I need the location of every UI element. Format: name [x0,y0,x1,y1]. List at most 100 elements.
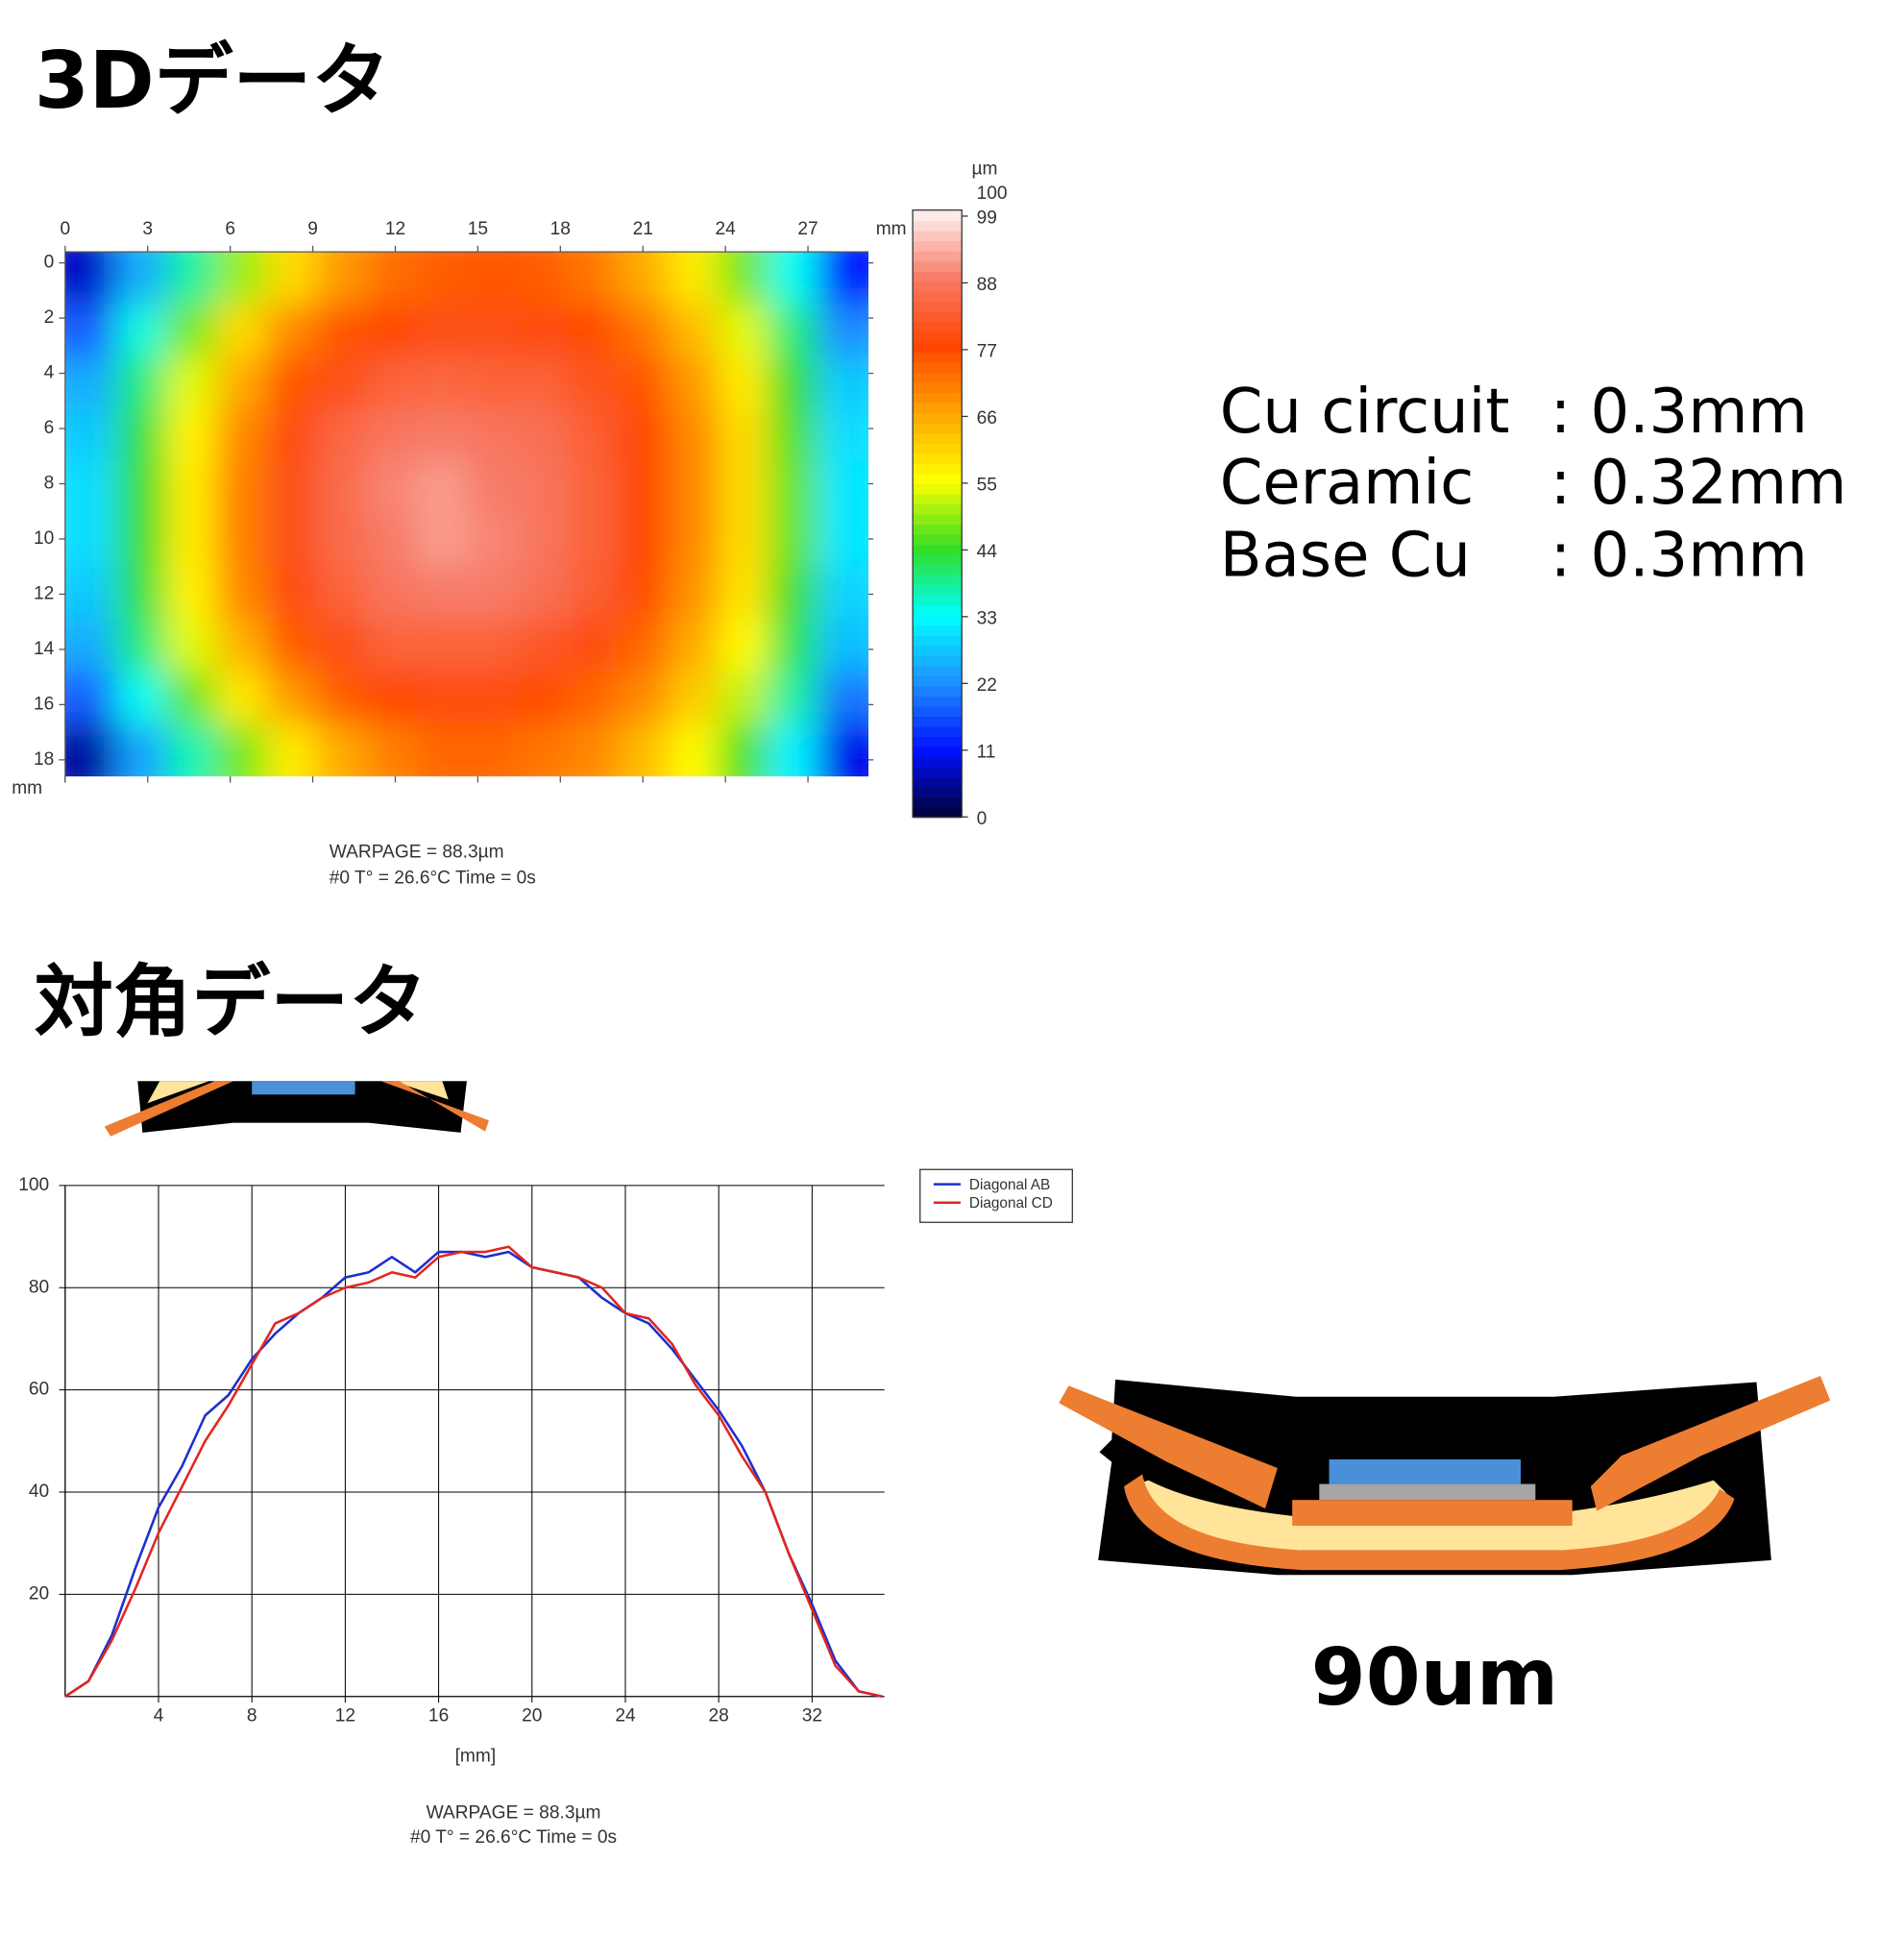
heat-cell [667,252,720,306]
heat-cell [617,566,670,621]
colorbar-step [913,594,963,606]
heat-cell [818,619,869,674]
heat-cell [416,514,469,568]
heat-cell [215,514,268,568]
heat-cell [617,723,670,777]
colorbar-step [913,665,963,676]
series-line [64,1250,883,1699]
heat-cell [215,408,268,463]
heat-cell [466,723,519,777]
heat-cell [64,356,117,411]
heat-cell [366,408,418,463]
heat-cell [768,461,820,516]
colorbar-step [913,695,963,707]
heat-cell [667,619,720,674]
colorbar-label: 11 [977,742,996,762]
heat-cell [165,723,217,777]
heat-cell [265,356,318,411]
heat-cell [215,461,268,516]
colorbar-step [913,544,963,555]
colorbar-step [913,331,963,343]
y-tick-label: 0 [44,253,55,273]
heat-cell [265,566,318,621]
legend-label: Diagonal AB [969,1177,1050,1193]
x-tick-label: 0 [61,219,71,239]
heat-cell [617,252,670,306]
note: #0 T° = 26.6°C Time = 0s [410,1827,617,1848]
x-tick-label: 28 [709,1705,729,1726]
heat-cell [265,408,318,463]
y-tick-label: 20 [29,1583,49,1604]
heat-cell [165,514,217,568]
heat-cell [667,671,720,725]
heat-cell [215,356,268,411]
heat-cell [466,461,519,516]
colorbar-max: 100 [977,184,1008,204]
y-tick-label: 100 [18,1175,49,1195]
colorbar-step [913,482,963,495]
heat-cell [416,304,469,358]
heat-cell [517,514,569,568]
heat-cell [416,619,469,674]
heat-cell [416,356,469,411]
heat-cell [818,723,869,777]
heat-cell [517,304,569,358]
spec-name: Base Cu [1220,520,1471,591]
heat-cell [416,461,469,516]
colorbar-step [913,786,963,798]
heat-cell [667,566,720,621]
colorbar-step [913,301,963,312]
heat-cell [165,566,217,621]
spec-value: : 0.3mm [1550,520,1808,591]
colorbar-step [913,230,963,242]
heat-cell [667,356,720,411]
heat-cell [416,252,469,306]
heat-cell [366,252,418,306]
x-tick-label: 6 [225,219,235,239]
x-tick-label: 32 [802,1705,822,1726]
heat-cell [366,461,418,516]
x-axis-label: [mm] [455,1746,497,1766]
colorbar-step [913,240,963,252]
heat-cell [768,356,820,411]
x-tick-label: 15 [468,219,488,239]
heat-cell [818,461,869,516]
x-tick-label: 12 [335,1705,355,1726]
heat-cell [366,514,418,568]
heat-cell [466,671,519,725]
heat-cell [768,619,820,674]
colorbar-step [913,442,963,454]
colorbar-step [913,776,963,788]
heat-cell [316,461,368,516]
heat-cell [64,619,117,674]
heat-cell [466,514,519,568]
heat-cell [718,514,769,568]
heat-cell [316,252,368,306]
heat-cell [366,723,418,777]
heat-cell [316,514,368,568]
heat-cell [517,461,569,516]
heat-cell [466,356,519,411]
heat-cell [366,671,418,725]
y-tick-label: 18 [34,749,54,770]
colorbar-step [913,381,963,394]
heat-cell [215,566,268,621]
colorbar-step [913,705,963,718]
heat-cell [115,252,167,306]
series-line [64,1245,883,1699]
heat-cell [165,304,217,358]
heat-cell [165,671,217,725]
heat-cell [667,461,720,516]
heat-cell [818,671,869,725]
heat-cell [718,252,769,306]
big-diagram [1059,1376,1831,1576]
colorbar-step [913,402,963,414]
spec-value: : 0.3mm [1550,377,1808,448]
heat-cell [265,514,318,568]
heat-cell [617,356,670,411]
y-tick-label: 40 [29,1482,49,1502]
heat-cell [165,252,217,306]
x-tick-label: 18 [550,219,571,239]
heat-cell [567,408,620,463]
small-diagram [104,1081,489,1137]
